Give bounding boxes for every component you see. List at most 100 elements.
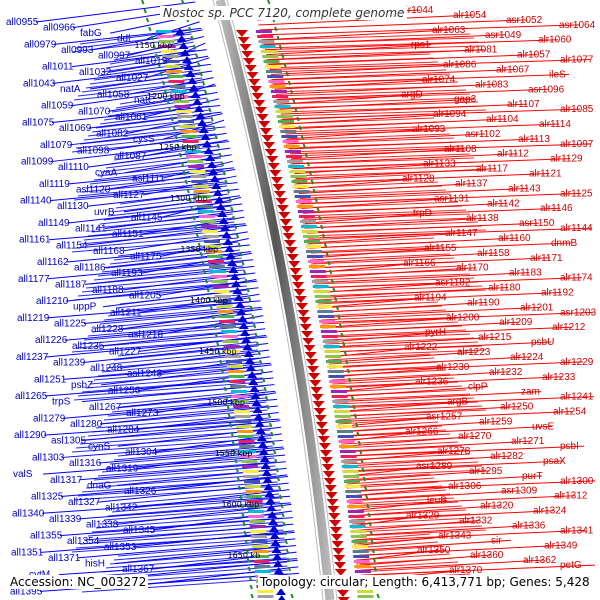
right-gene-label: alr1320: [480, 501, 514, 512]
feature-bar: [272, 95, 289, 98]
right-bundle-line: [279, 113, 431, 121]
right-bundle-line: [330, 369, 447, 377]
left-strand-arrow: [233, 294, 244, 301]
left-strand-arrow: [245, 364, 256, 371]
feature-bar: [345, 495, 362, 498]
left-strand-arrow: [200, 133, 211, 140]
tick-dash: [275, 467, 279, 473]
right-gene-connector: [277, 88, 549, 100]
feature-bar: [335, 420, 352, 423]
left-gene-label: asl1305: [51, 436, 86, 447]
tick-dash: [256, 341, 260, 347]
right-strand-arrow: [326, 499, 339, 506]
right-bundle-line: [325, 341, 479, 349]
right-strand-arrow: [309, 380, 322, 387]
feature-bar: [247, 505, 264, 508]
tick-dash: [330, 278, 335, 284]
right-bundle-line: [353, 529, 487, 537]
left-gene-label: all1226: [35, 335, 68, 346]
left-strand-arrow: [192, 98, 203, 105]
right-strand-arrow: [320, 457, 333, 464]
tick-dash: [361, 467, 365, 473]
feature-bar: [304, 240, 320, 243]
left-strand-arrow: [241, 336, 252, 343]
feature-bar: [288, 165, 305, 168]
tick-dash: [283, 530, 287, 536]
tick-dash: [199, 251, 203, 257]
tick-dash: [274, 26, 278, 32]
feature-bar: [308, 265, 325, 268]
right-gene-label: alr1282: [490, 451, 524, 462]
right-gene-connector: [294, 163, 444, 175]
feature-bar: [314, 295, 331, 298]
right-bundle-line: [354, 545, 443, 553]
feature-bar: [246, 500, 263, 503]
feature-bar: [336, 425, 353, 428]
tick-dash: [246, 557, 250, 563]
left-gene-connector: [35, 1, 196, 23]
left-bundle-line: [73, 485, 279, 501]
left-strand-arrow: [220, 224, 231, 231]
right-gene-label: alr1312: [554, 491, 588, 502]
right-gene-label: asr1203: [560, 307, 597, 318]
left-bundle-line: [103, 105, 210, 121]
right-strand-arrow: [312, 401, 325, 408]
left-gene-label: all1354: [67, 536, 100, 547]
tick-dash: [358, 449, 363, 455]
feature-bar: [279, 125, 296, 128]
right-strand-arrow: [292, 282, 305, 289]
genome-backbone-outline-left: [212, 0, 324, 600]
right-gene-label: alr1155: [424, 243, 457, 254]
left-gene-label: all1079: [40, 140, 73, 151]
right-bundle-line: [305, 233, 431, 241]
left-gene-label: all1210: [36, 296, 69, 307]
left-bundle-line: [71, 437, 272, 453]
feature-bar: [244, 485, 261, 488]
left-bundle-line: [103, 205, 232, 221]
left-gene-label: all1325: [31, 492, 64, 503]
feature-bar: [221, 335, 238, 338]
genome-title: Nostoc sp. PCC 7120, complete genome: [160, 6, 408, 20]
tick-dash: [248, 575, 252, 581]
right-gene-label: alr1180: [488, 283, 521, 294]
right-gene-label: alr1063: [432, 25, 466, 36]
feature-bar: [357, 595, 374, 598]
left-gene-label: all1087: [114, 151, 147, 162]
left-bundle-line: [107, 501, 281, 517]
right-bundle-line: [347, 481, 439, 489]
left-strand-arrow: [251, 399, 262, 406]
left-strand-arrow: [255, 427, 266, 434]
right-strand-arrow: [317, 436, 330, 443]
left-strand-arrow: [252, 406, 263, 413]
right-bundle-line: [268, 65, 443, 73]
feature-bar: [239, 450, 256, 453]
right-bundle-line: [341, 441, 459, 449]
left-strand-arrow: [228, 266, 239, 273]
tick-dash: [195, 53, 199, 59]
left-strand-arrow: [243, 350, 254, 357]
tick-dash: [335, 305, 340, 311]
right-bundle-line: [318, 301, 439, 309]
right-bundle-line: [321, 313, 451, 321]
left-bundle-line: [109, 49, 196, 65]
feature-bar: [201, 230, 218, 233]
right-gene-label: alr1160: [498, 233, 531, 244]
left-gene-label: all1019: [135, 56, 168, 67]
right-bundle-line: [267, 61, 439, 69]
tick-dash: [226, 188, 230, 194]
right-bundle-line: [288, 149, 467, 157]
left-bundle-line: [111, 97, 208, 113]
right-strand-arrow: [272, 184, 285, 191]
right-gene-label: alr1229: [560, 357, 594, 368]
feature-bar: [224, 350, 241, 353]
left-strand-arrow: [227, 259, 238, 266]
tick-dash: [242, 521, 246, 527]
feature-bar: [350, 530, 367, 533]
right-strand-arrow: [333, 562, 346, 569]
right-bundle-line: [283, 129, 447, 137]
left-bundle-line: [93, 65, 200, 81]
right-gene-label: asr1052: [506, 15, 543, 26]
right-bundle-line: [347, 485, 443, 493]
left-strand-arrow: [267, 511, 278, 518]
right-strand-arrow: [331, 541, 344, 548]
